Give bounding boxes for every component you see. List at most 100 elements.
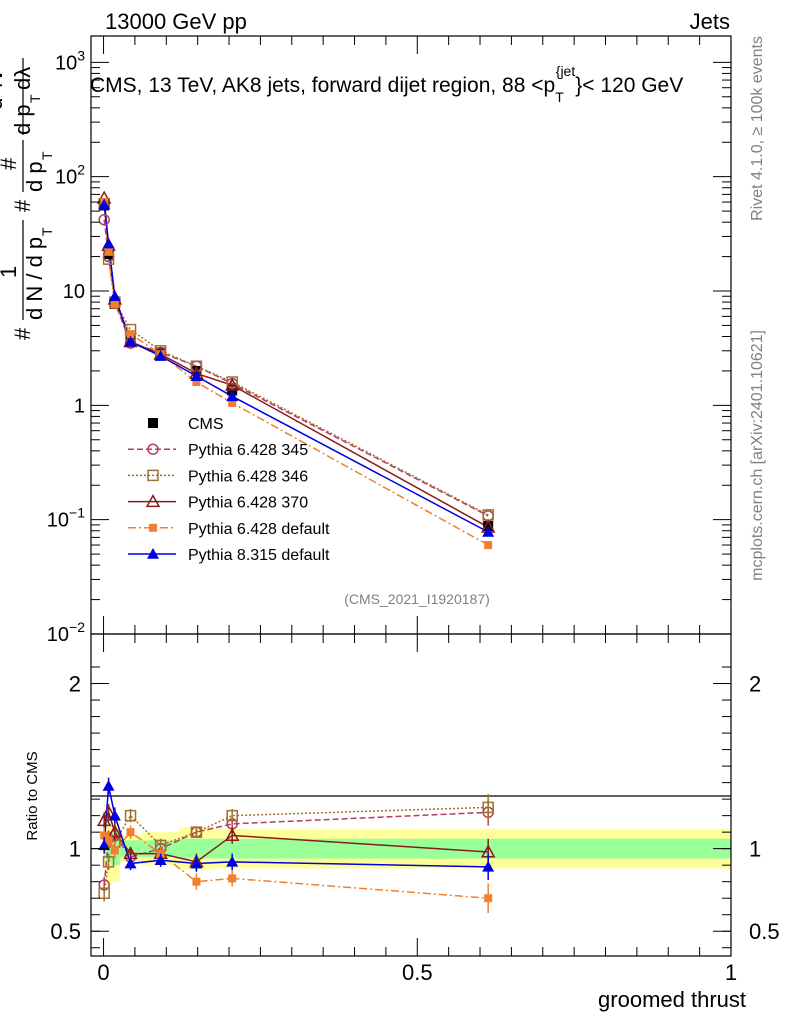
ratio-point-p346 <box>226 809 238 822</box>
ratio-point-p346 <box>482 801 494 814</box>
svg-text:1: 1 <box>0 266 21 278</box>
legend-marker-p8def <box>147 548 159 559</box>
series-line-p345 <box>103 219 489 517</box>
ratio-point-p370 <box>101 804 116 818</box>
y-tick-label: 1 <box>74 395 85 417</box>
y-tick-label: 10 <box>63 281 85 303</box>
ratio-point-p370 <box>224 827 240 842</box>
data-point-p6def <box>104 247 113 256</box>
ratio-point-p346 <box>102 856 115 868</box>
y-tick-label: 103 <box>55 47 85 74</box>
ratio-y-tick-label: 1 <box>69 837 81 862</box>
ratio-y-tick-label-right: 2 <box>749 672 761 697</box>
ratio-point-p8def <box>124 857 137 869</box>
svg-text:T: T <box>27 94 43 103</box>
data-point-p8def <box>154 350 167 361</box>
legend-label-p6def: Pythia 6.428 default <box>188 521 330 538</box>
svg-text:N: N <box>0 72 7 88</box>
legend-marker-p346 <box>147 469 159 482</box>
y-tick-label: 102 <box>55 162 85 189</box>
ratio-point-p346 <box>124 809 137 822</box>
ratio-point-p8def <box>98 839 111 851</box>
main-frame <box>90 35 732 635</box>
ratio-point-p8def <box>102 779 115 791</box>
ratio-point-p6def <box>126 828 135 837</box>
data-point-p8def <box>226 390 239 402</box>
svg-text:d N / d p: d N / d p <box>22 237 47 320</box>
data-point-p6def <box>228 398 237 407</box>
ratio-point-p8def <box>226 855 239 867</box>
data-point-p8def <box>102 237 115 249</box>
rivet-label: Rivet 4.1.0, ≥ 100k events <box>749 36 766 221</box>
data-point-p8def <box>98 198 111 210</box>
data-point-p8def <box>482 526 495 537</box>
legend: CMS Pythia 6.428 345 Pythia 6.428 346 Pythi… <box>128 416 330 564</box>
header-jets: Jets <box>690 9 730 34</box>
ratio-y-axis-label: Ratio to CMS <box>24 751 41 840</box>
legend-label-p8def: Pythia 8.315 default <box>188 547 330 564</box>
svg-text:T: T <box>39 227 55 236</box>
x-tick-label: 1 <box>725 960 737 985</box>
ratio-point-p6def <box>100 831 109 840</box>
legend-label-p370: Pythia 6.428 370 <box>188 495 308 512</box>
ratio-y-tick-label-right: 0.5 <box>749 919 780 944</box>
ratio-y-tick-label-right: 1 <box>749 837 761 862</box>
svg-text:#: # <box>0 157 21 170</box>
legend-marker-p6def <box>149 523 157 532</box>
ratio-plot-panel: 0.5 0.5 1 1 2 2 0 0.5 1 <box>50 633 780 985</box>
ratio-frame <box>90 633 732 957</box>
mcplots-label: mcplots.cern.ch [arXiv:2401.10621] <box>749 330 766 581</box>
ratio-point-p8def <box>482 860 495 872</box>
ratio-line-p8def <box>103 785 489 868</box>
legend-label-cms: CMS <box>188 416 224 433</box>
series-line-p6def <box>103 201 489 546</box>
ratio-point-p8def <box>154 854 167 866</box>
data-point-p6def <box>192 378 201 387</box>
legend-marker-p345 <box>147 443 159 455</box>
ratio-y-tick-label: 2 <box>69 672 81 697</box>
main-y-axis-label: # d N / d p T 1 # d p T # d p T dλ d 2 N <box>0 58 55 340</box>
ratio-point-p6def <box>104 836 113 845</box>
data-point-p8def <box>108 290 121 302</box>
ratio-point-p6def <box>484 894 493 903</box>
data-point-p8def <box>190 370 203 381</box>
ratio-point-p370 <box>96 813 112 827</box>
legend-marker-cms <box>148 418 158 428</box>
x-tick-label: 0 <box>97 960 109 985</box>
x-tick-label: 0.5 <box>402 960 433 985</box>
legend-marker-p370 <box>145 494 161 508</box>
ratio-point-p346 <box>190 826 203 838</box>
ratio-point-p8def <box>190 857 203 869</box>
svg-text:T: T <box>39 151 55 160</box>
data-point-p8def <box>124 335 137 347</box>
series-line-p346 <box>103 203 489 516</box>
ratio-line-p346 <box>103 806 489 894</box>
svg-text:#: # <box>10 327 35 340</box>
uncertainty-band-inner <box>178 838 214 859</box>
ratio-point-p6def <box>110 846 119 855</box>
ratio-line-p6def <box>103 831 489 899</box>
header-energy: 13000 GeV pp <box>105 9 247 34</box>
ratio-point-p346 <box>98 887 110 900</box>
data-point-p346 <box>226 376 238 388</box>
chart-title: CMS, 13 TeV, AK8 jets, forward dijet reg… <box>90 63 683 105</box>
svg-text:d p: d p <box>22 161 47 192</box>
data-point-p6def <box>484 541 493 550</box>
uncertainty-band-inner <box>213 838 251 859</box>
data-point-p6def <box>110 300 119 309</box>
legend-label-p345: Pythia 6.428 345 <box>188 442 308 459</box>
data-point-p345 <box>98 214 110 226</box>
y-tick-label: 10−1 <box>47 505 85 532</box>
legend-label-p346: Pythia 6.428 346 <box>188 468 308 485</box>
x-axis-label: groomed thrust <box>598 987 746 1012</box>
ratio-point-p370 <box>107 824 123 838</box>
analysis-watermark: (CMS_2021_I1920187) <box>344 591 490 607</box>
ratio-point-p6def <box>228 874 237 883</box>
main-plot-panel: 10−2 10−1 1 10 102 103 <box>47 35 732 646</box>
y-tick-label: 10−2 <box>47 619 85 646</box>
svg-text:#: # <box>10 199 35 212</box>
ratio-point-p8def <box>108 809 121 821</box>
data-point-p370 <box>224 377 240 391</box>
svg-text:d: d <box>0 98 7 110</box>
